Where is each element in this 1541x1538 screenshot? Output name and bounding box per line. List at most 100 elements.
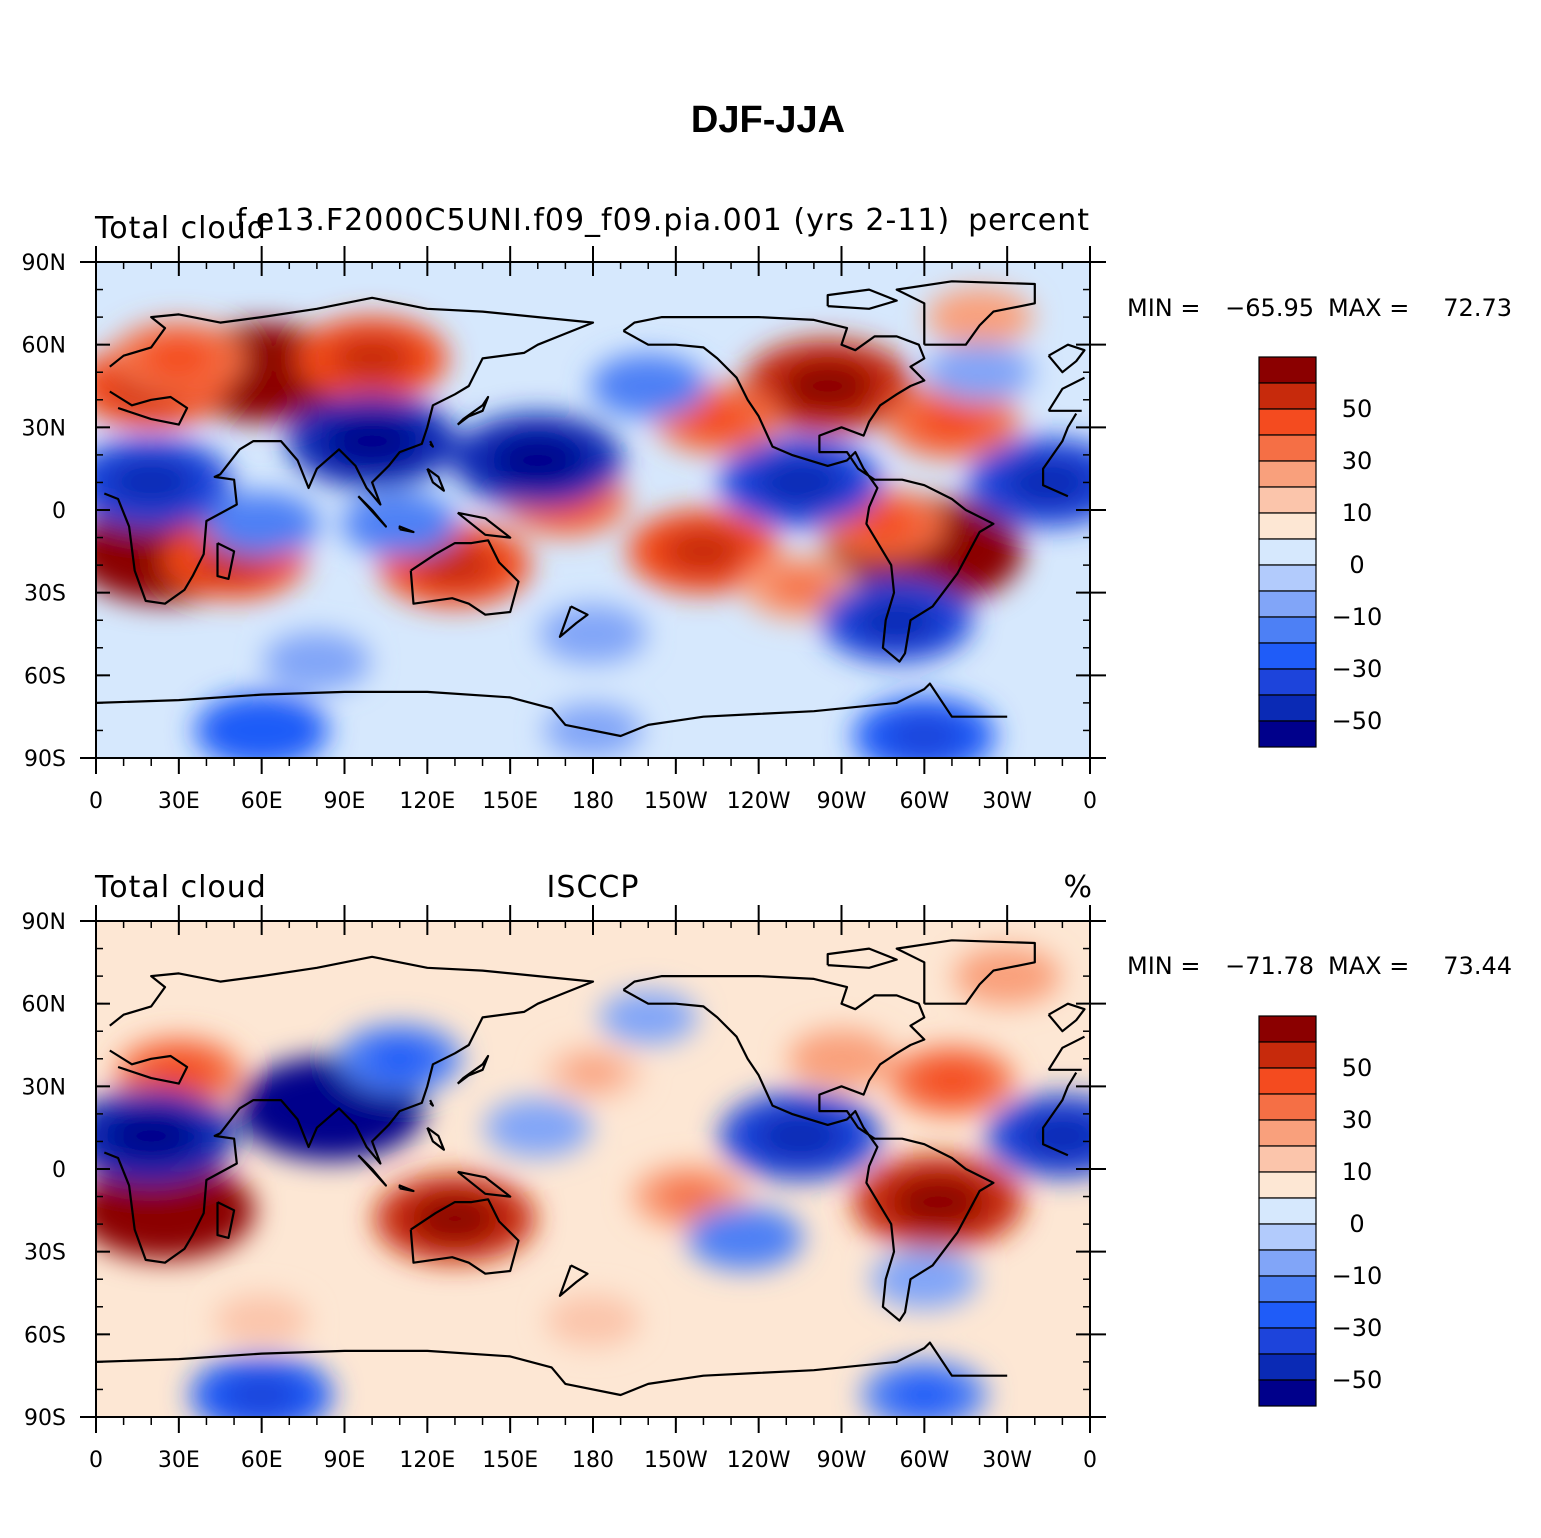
field-region-core xyxy=(977,959,1037,993)
coastline xyxy=(426,467,445,492)
coastline xyxy=(96,1341,1008,1397)
colorbar-segment xyxy=(1258,1041,1317,1069)
colorbar-label: 10 xyxy=(1342,499,1373,527)
map-field xyxy=(96,921,1090,1417)
panel-left-label: Total cloud xyxy=(94,211,267,246)
field-region-core xyxy=(365,1039,435,1078)
colorbar-segment xyxy=(1258,356,1317,384)
lon-tick-label: 90E xyxy=(324,1448,366,1473)
coastline xyxy=(409,539,520,616)
field-region-core xyxy=(885,714,964,758)
coastline xyxy=(457,1170,512,1198)
colorbar-segment xyxy=(1258,1093,1317,1121)
coastline xyxy=(429,440,434,448)
lon-tick-label: 120E xyxy=(399,1448,455,1473)
lon-tick-label: 60W xyxy=(899,1448,949,1473)
colorbar-segment xyxy=(1258,408,1317,436)
colorbar-segment xyxy=(1258,512,1317,540)
field-region-core xyxy=(950,355,1009,389)
colorbar-segment xyxy=(1258,1145,1317,1173)
coastline xyxy=(558,605,589,638)
field-region-core xyxy=(848,504,918,543)
field-region-core xyxy=(235,1306,288,1335)
lon-tick-label: 180 xyxy=(572,1448,614,1473)
max-label: MAX = xyxy=(1328,952,1409,980)
colorbar-segment xyxy=(1258,1275,1317,1303)
coastline xyxy=(456,395,490,426)
field-region-core xyxy=(712,1220,777,1256)
colorbar-segment xyxy=(1258,434,1317,462)
colorbar-segment xyxy=(1258,538,1317,566)
lon-tick-label: 60W xyxy=(899,789,949,814)
field-region-core xyxy=(621,1002,676,1033)
colorbar-segment xyxy=(1258,1067,1317,1095)
lon-tick-label: 150W xyxy=(644,789,708,814)
colorbar-label: −10 xyxy=(1332,603,1383,631)
colorbar-label: 50 xyxy=(1342,1054,1373,1082)
lon-tick-label: 150E xyxy=(482,1448,538,1473)
field-region-core xyxy=(1020,1112,1090,1160)
panel-right-label: % xyxy=(1063,870,1092,905)
field-region-core xyxy=(755,457,845,507)
lon-tick-label: 180 xyxy=(572,789,614,814)
field-region-core xyxy=(768,569,832,605)
lon-tick-label: 90E xyxy=(324,789,366,814)
lon-tick-label: 30E xyxy=(158,1448,200,1473)
coastline xyxy=(409,1198,520,1275)
lat-tick-label: 30N xyxy=(22,416,66,441)
coastline xyxy=(558,1264,589,1297)
max-label: MAX = xyxy=(1328,294,1409,322)
lon-tick-label: 30W xyxy=(982,1448,1032,1473)
lon-tick-label: 150E xyxy=(482,789,538,814)
field-region-core xyxy=(567,1306,619,1335)
colorbar-segment xyxy=(1258,1353,1317,1381)
field-region-core xyxy=(287,645,347,678)
lon-tick-label: 30W xyxy=(982,789,1032,814)
colorbar-segment xyxy=(1258,1327,1317,1355)
lat-tick-label: 90S xyxy=(24,747,66,772)
colorbar-label: −50 xyxy=(1332,1366,1383,1394)
lon-tick-label: 60E xyxy=(241,789,283,814)
panel-left-label: Total cloud xyxy=(94,870,267,905)
coastline xyxy=(895,280,1036,346)
lat-tick-label: 0 xyxy=(52,1158,66,1183)
colorbar-segment xyxy=(1258,642,1317,670)
field-region-core xyxy=(755,1111,845,1161)
colorbar-label: 0 xyxy=(1349,551,1364,579)
lat-tick-label: 0 xyxy=(52,499,66,524)
field-region-core xyxy=(222,1373,301,1417)
lon-tick-label: 120W xyxy=(727,789,791,814)
colorbar-label: −30 xyxy=(1332,655,1383,683)
panel-observation: Total cloud ISCCP % 90N 60N 30N 0 30S 60S 90S 0… xyxy=(22,870,1512,1473)
min-value: −71.78 xyxy=(1225,952,1314,980)
lon-tick-label: 0 xyxy=(1083,789,1097,814)
field-region-core xyxy=(812,1042,871,1076)
map-axes: 90N 60N 30N 0 30S 60S 90S 0 30E 60E 90E 120E 150E 180… xyxy=(22,246,1106,814)
field-region-core xyxy=(1004,457,1090,507)
panel-center-label: f.e13.F2000C5UNI.f09_f09.pia.001 (yrs 2-… xyxy=(236,203,950,238)
coastline xyxy=(895,939,1036,1005)
colorbar-segment xyxy=(1258,1379,1317,1407)
coastline xyxy=(96,682,1008,738)
field-region-core xyxy=(657,1178,722,1215)
coastline xyxy=(103,296,1085,605)
field-region-core xyxy=(854,597,939,644)
coastline xyxy=(622,975,995,1322)
coastline xyxy=(357,1154,387,1187)
field-region-core xyxy=(891,1176,985,1228)
coastline xyxy=(398,525,415,534)
coastline xyxy=(426,1126,445,1151)
colorbar-segment xyxy=(1258,1249,1317,1277)
colorbar-label: −50 xyxy=(1332,707,1383,735)
coastline xyxy=(216,1201,236,1239)
lat-tick-label: 30S xyxy=(24,1241,66,1266)
colorbar-label: −30 xyxy=(1332,1314,1383,1342)
coastline xyxy=(456,1054,490,1085)
lat-tick-label: 90N xyxy=(22,251,66,276)
coastline xyxy=(429,1099,434,1107)
field-region-core xyxy=(413,542,497,589)
field-region-core xyxy=(104,1110,198,1162)
lon-tick-label: 150W xyxy=(644,1448,708,1473)
min-max-stats: MIN = −65.95 MAX = 72.73 xyxy=(1127,294,1512,322)
